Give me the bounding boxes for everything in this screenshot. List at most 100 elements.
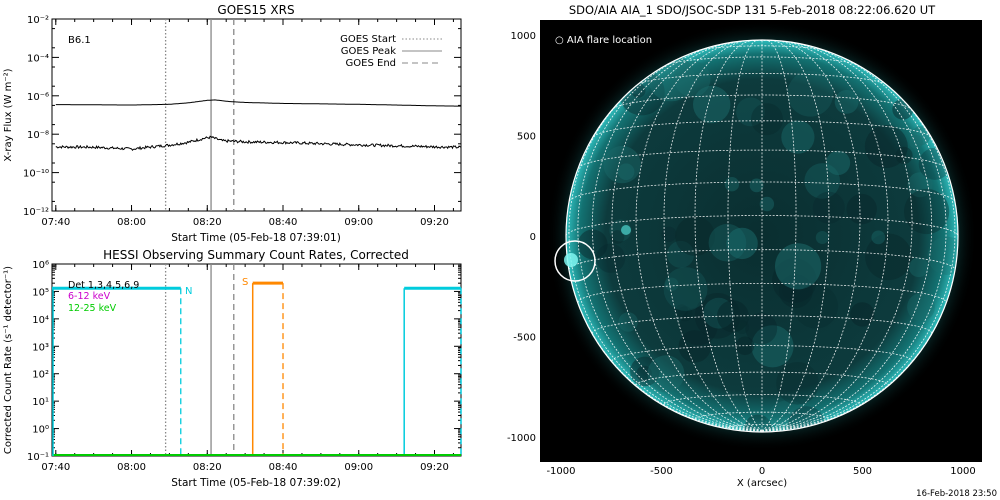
goes-y-tick-label: 10⁻⁴ xyxy=(27,53,49,64)
flare-brightening xyxy=(564,253,578,267)
aia-footer-date: 16-Feb-2018 23:50 xyxy=(916,489,997,499)
sun-texture-blob xyxy=(749,178,764,193)
sun-texture-blob xyxy=(745,312,778,345)
grid-latitude-line xyxy=(592,120,932,138)
grid-latitude-line xyxy=(665,56,859,66)
hessi-event-lines xyxy=(164,264,462,456)
sun-texture-blob xyxy=(609,219,632,242)
sun-texture-blob xyxy=(708,223,747,262)
hessi-y-tick-label: 10⁶ xyxy=(32,260,49,271)
hessi-x-tick-label: 09:00 xyxy=(344,462,373,473)
sun-disk xyxy=(566,40,958,432)
goes-panel: GOES15 XRS 10⁻¹² 10⁻¹⁰ 10⁻⁸ 10⁻⁶ 10⁻⁴ 10⁻² 07… xyxy=(3,3,462,244)
aia-x-tick-label: -500 xyxy=(650,466,673,477)
sun-texture-blob xyxy=(735,336,755,356)
sun-texture-blob xyxy=(667,240,695,268)
sun-texture-blob xyxy=(665,277,679,291)
sun-texture-blob xyxy=(793,284,839,329)
grid-longitude-line xyxy=(694,40,763,432)
grid-longitude-line xyxy=(635,40,763,432)
grid-longitude-line xyxy=(761,40,830,432)
sun-texture-blob xyxy=(675,304,689,318)
hessi-y-tick-label: 10⁰ xyxy=(32,425,49,436)
sun-texture-blob xyxy=(596,243,626,273)
aia-legend: ○ AIA flare location xyxy=(555,35,652,46)
goes-x-ticks: 07:40 08:00 08:20 08:40 09:00 09:20 xyxy=(41,19,454,228)
sun-texture xyxy=(577,54,958,432)
aia-y-tick-label: 0 xyxy=(530,232,536,243)
goes-y-tick-label: 10⁻⁸ xyxy=(27,130,49,141)
sun-texture-blob xyxy=(787,70,834,117)
hessi-legend-6-12: 6-12 keV xyxy=(68,291,111,302)
sun-texture-blob xyxy=(744,414,772,432)
sun-texture-blob xyxy=(895,146,913,164)
grid-longitude-line xyxy=(591,42,763,432)
aia-x-tick-label: 1000 xyxy=(950,466,975,477)
sun-texture-blob xyxy=(815,231,829,244)
sun-texture-blob xyxy=(775,243,822,290)
goes-plot-frame xyxy=(51,18,462,212)
grid-longitude-line xyxy=(761,48,947,432)
hessi-y-tick-label: 10¹ xyxy=(32,397,49,408)
aia-y-tick-label: -500 xyxy=(513,333,536,344)
sun-texture-blob xyxy=(736,97,765,127)
sun-texture-blob xyxy=(759,196,775,212)
sun-texture-blob xyxy=(618,312,638,332)
goes-y-tick-label: 10⁻² xyxy=(27,15,49,26)
sun-texture-blob xyxy=(804,163,840,199)
aia-y-tick-label: 500 xyxy=(517,131,536,142)
sun-texture-blob xyxy=(663,267,708,311)
hessi-y-tick-label: 10⁻¹ xyxy=(27,452,49,463)
hessi-legend-det: Det 1,3,4,5,6,9 xyxy=(68,280,139,291)
goes-title: GOES15 XRS xyxy=(217,3,294,17)
sun-texture-blob xyxy=(776,362,819,405)
goes-event-lines xyxy=(164,19,235,211)
grid-longitude-line xyxy=(663,40,763,432)
sun-texture-blob xyxy=(864,125,908,168)
goes-x-tick-label: 09:00 xyxy=(344,217,373,228)
grid-latitude-line xyxy=(637,73,887,85)
goes-x-tick-label: 07:40 xyxy=(41,217,70,228)
hessi-panel: HESSI Observing Summary Count Rates, Cor… xyxy=(3,248,462,489)
aia-x-tick-label: 500 xyxy=(853,466,872,477)
sun-texture-blob xyxy=(610,230,625,244)
hessi-x-tick-label: 08:00 xyxy=(117,462,146,473)
sun-texture-blob xyxy=(846,193,877,225)
goes-x-tick-label: 08:00 xyxy=(117,217,146,228)
sun-texture-blob xyxy=(693,85,731,124)
goes-legend-end: GOES End xyxy=(346,58,396,69)
sun-texture-blob xyxy=(788,406,826,432)
hessi-series xyxy=(52,281,461,456)
grid-longitude-line xyxy=(761,40,889,432)
sun-texture-blob xyxy=(724,177,740,192)
grid-latitude-line xyxy=(611,345,913,362)
hessi-y-tick-label: 10² xyxy=(32,370,49,381)
sun-limb xyxy=(565,39,959,433)
sun-texture-blob xyxy=(636,365,652,382)
sun-texture-blob xyxy=(726,227,758,260)
sun-texture-blob xyxy=(647,355,685,393)
aia-y-tick-label: 1000 xyxy=(511,31,536,42)
hessi-title: HESSI Observing Summary Count Rates, Cor… xyxy=(103,248,409,262)
sun-texture-blob xyxy=(678,330,711,363)
hessi-x-tick-label: 08:20 xyxy=(193,462,222,473)
aia-y-ticks: 1000 500 0 -500 -1000 xyxy=(507,31,547,444)
aia-x-ticks: -1000 -500 0 500 1000 xyxy=(546,455,976,477)
sun-texture-blob xyxy=(781,120,815,154)
grid-longitude-line xyxy=(611,42,763,432)
goes-x-axis-label: Start Time (05-Feb-18 07:39:01) xyxy=(171,232,341,244)
goes-y-tick-label: 10⁻⁶ xyxy=(27,92,49,103)
heliographic-grid xyxy=(566,40,958,432)
sun-texture-blob xyxy=(751,103,783,136)
aia-x-tick-label: -1000 xyxy=(546,466,575,477)
goes-x-tick-label: 08:20 xyxy=(193,217,222,228)
sun-texture-blob xyxy=(603,145,641,184)
sun-texture-blob xyxy=(826,150,851,175)
sun-texture-blob xyxy=(661,226,677,242)
hessi-y-axis-label: Corrected Count Rate (s⁻¹ detector⁻¹) xyxy=(3,266,14,454)
hessi-y-tick-label: 10⁴ xyxy=(32,315,49,326)
sun-texture-blob xyxy=(865,233,912,281)
aia-x-axis-label: X (arcsec) xyxy=(737,478,787,489)
sun-texture-blob xyxy=(908,257,929,278)
grid-longitude-line xyxy=(761,70,956,432)
